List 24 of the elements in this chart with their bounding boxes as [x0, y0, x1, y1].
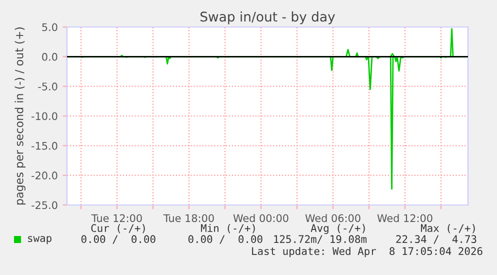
text: 0.00 / 0.00 — [188, 235, 262, 244]
y-axis-title: pages per second in (-) / out (+) — [14, 27, 26, 205]
text: Min (-/+) — [200, 224, 255, 234]
text: 0.00 / 0.00 — [81, 235, 156, 244]
text: Cur (-/+) — [91, 224, 145, 234]
y-tick-label: -5.0 — [38, 82, 58, 90]
x-tick-label: Tue 18:00 — [163, 214, 214, 222]
chart-title: Swap in/out - by day — [200, 11, 335, 24]
text: Last update: Wed Apr 8 17:05:04 2026 — [252, 246, 482, 258]
x-tick-label: Wed 00:00 — [233, 214, 288, 222]
text: 125.72m/ 19.08m — [274, 235, 367, 244]
y-tick-label: -20.0 — [32, 172, 58, 180]
y-tick-label: 5.0 — [42, 23, 58, 32]
x-tick-label: Tue 12:00 — [91, 214, 142, 222]
text: 22.34 / 4.73 — [396, 235, 476, 244]
x-tick-label: Wed 12:00 — [377, 214, 432, 222]
text: Max (-/+) — [420, 224, 475, 234]
y-tick-label: -15.0 — [32, 142, 58, 150]
y-tick-label: -25.0 — [32, 201, 58, 210]
x-tick-label: Wed 06:00 — [305, 214, 360, 222]
y-tick-label: 0.0 — [42, 52, 58, 61]
text: Avg (-/+) — [310, 224, 365, 234]
legend-label: swap — [28, 236, 52, 244]
y-tick-label: -10.0 — [32, 112, 58, 120]
